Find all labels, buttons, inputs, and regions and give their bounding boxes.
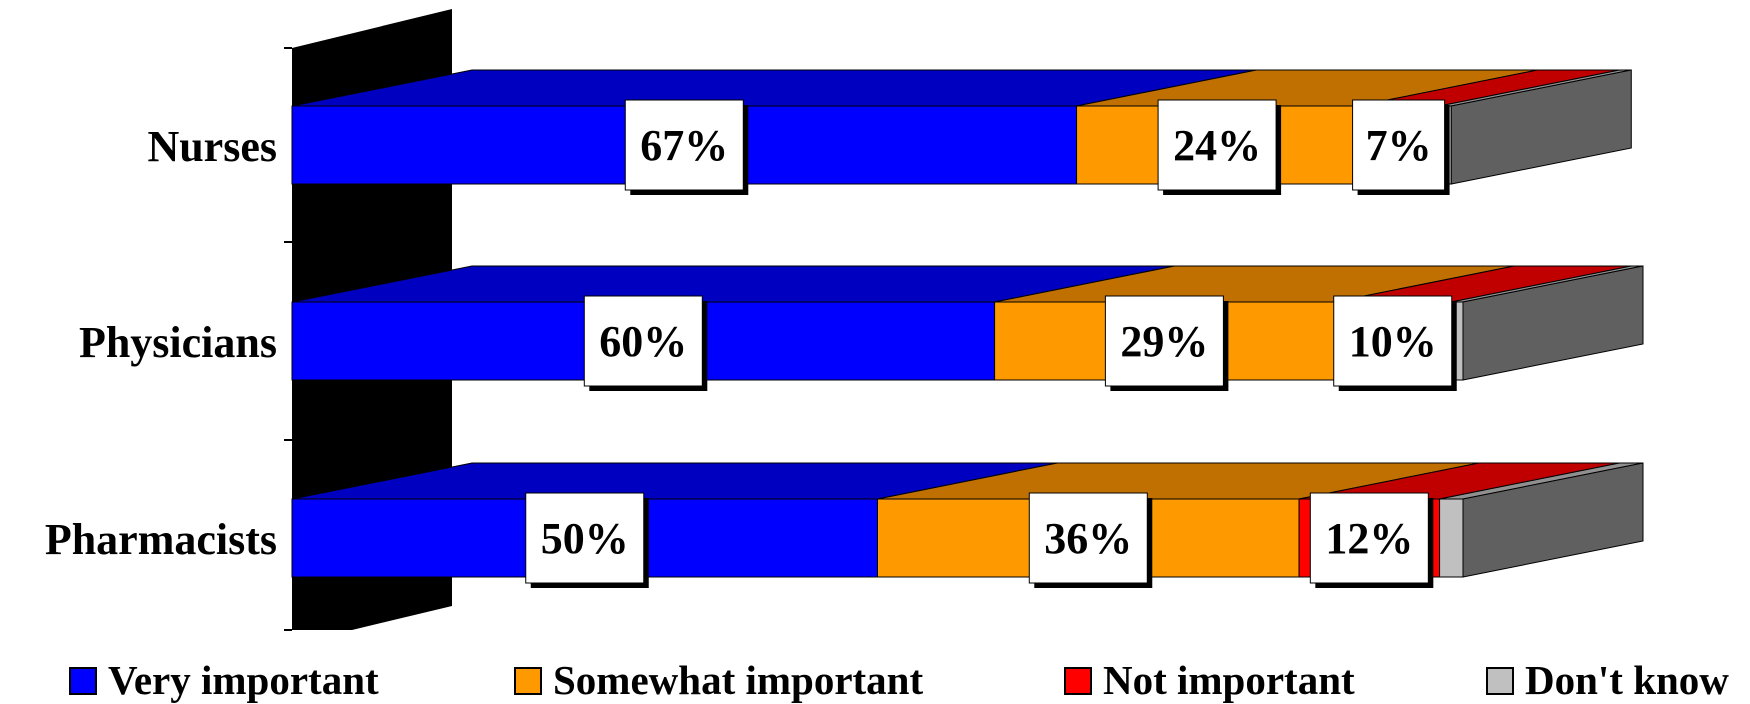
category-label-nurses: Nurses — [147, 122, 277, 171]
legend-label: Don't know — [1525, 657, 1729, 703]
data-label-text: 10% — [1349, 317, 1437, 366]
data-label-text: 60% — [599, 317, 687, 366]
data-label-box — [583, 295, 703, 387]
bar-series-group — [291, 69, 1644, 578]
data-label-box — [525, 492, 645, 584]
bar-end-cap — [1462, 265, 1644, 381]
data-label-physicians-not-important: 10% — [1333, 295, 1457, 391]
legend-label: Very important — [108, 657, 379, 703]
legend-swatch — [1064, 667, 1092, 695]
data-label-box — [624, 99, 744, 191]
category-label-pharmacists: Pharmacists — [45, 515, 277, 564]
data-label-nurses-very-important: 67% — [624, 99, 749, 195]
legend-label: Not important — [1103, 657, 1355, 703]
data-label-nurses-somewhat-important: 24% — [1157, 99, 1282, 195]
data-label-nurses-not-important: 7% — [1352, 99, 1450, 195]
legend-label: Somewhat important — [553, 657, 923, 703]
legend-item-don-t-know: Don't know — [1486, 657, 1729, 703]
data-label-text: 50% — [541, 514, 629, 563]
legend-swatch — [1486, 667, 1514, 695]
legend: Very important Somewhat important Not impo… — [69, 657, 1729, 703]
bar-pharmacists-don-t-know — [1439, 498, 1464, 578]
data-label-text: 29% — [1120, 317, 1208, 366]
data-label-box — [1028, 492, 1148, 584]
category-label-physicians: Physicians — [79, 318, 277, 367]
data-label-pharmacists-somewhat-important: 36% — [1028, 492, 1153, 588]
legend-item-very-important: Very important — [69, 657, 379, 703]
category-axis — [284, 47, 292, 631]
bar-row-pharmacists — [291, 462, 1644, 578]
data-label-box — [1157, 99, 1277, 191]
data-label-pharmacists-very-important: 50% — [525, 492, 649, 588]
data-label-text: 36% — [1044, 514, 1132, 563]
legend-swatch — [69, 667, 97, 695]
data-label-pharmacists-not-important: 12% — [1309, 492, 1434, 588]
data-label-text: 7% — [1366, 121, 1432, 170]
category-labels: Nurses Physicians Pharmacists — [45, 122, 277, 564]
legend-item-somewhat-important: Somewhat important — [514, 657, 923, 703]
legend-item-not-important: Not important — [1064, 657, 1355, 703]
data-label-physicians-very-important: 60% — [583, 295, 708, 391]
legend-swatch — [514, 667, 542, 695]
data-label-box — [1309, 492, 1429, 584]
data-label-box — [1352, 99, 1446, 191]
bar-end-cap — [1462, 462, 1644, 578]
data-label-box — [1104, 295, 1224, 387]
data-label-physicians-somewhat-important: 29% — [1104, 295, 1229, 391]
data-labels: 67% 24% 7% 60% 29% 10% 50% 36% 12% — [525, 99, 1457, 588]
bar-end-cap — [1450, 69, 1632, 185]
data-label-box — [1333, 295, 1453, 387]
data-label-text: 12% — [1325, 514, 1413, 563]
data-label-text: 24% — [1173, 121, 1261, 170]
data-label-text: 67% — [640, 121, 728, 170]
